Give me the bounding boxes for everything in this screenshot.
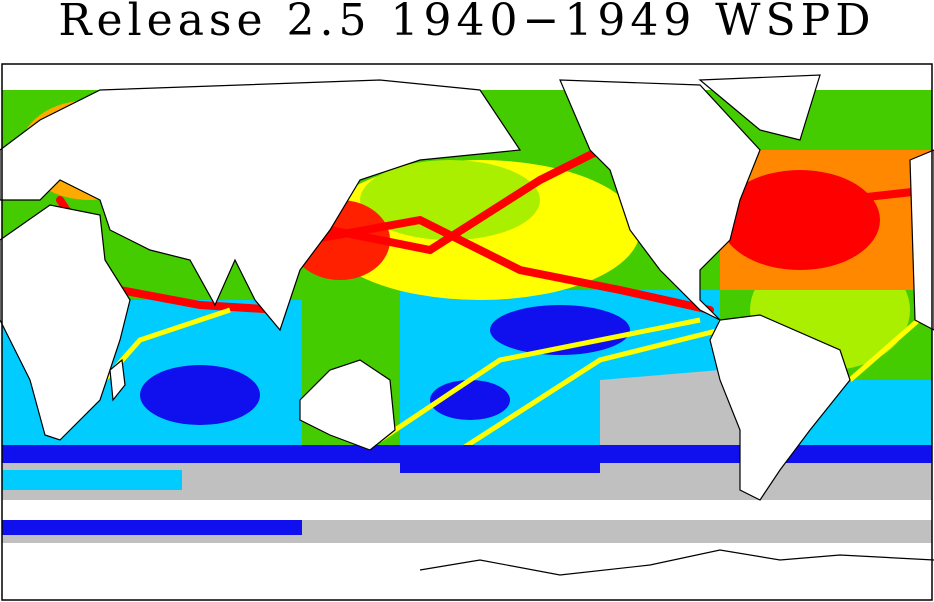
- ocean-cells: [400, 463, 600, 473]
- ocean-cells: [326, 146, 604, 255]
- map-title: Release 2.5 1940−1949 WSPD: [58, 0, 876, 46]
- land: [0, 204, 131, 441]
- ocean-cells: [458, 327, 721, 453]
- ocean-cells: [430, 380, 510, 420]
- land: [909, 149, 934, 331]
- land: [698, 74, 821, 141]
- land: [419, 549, 934, 576]
- map-frame: [1, 63, 933, 601]
- ocean-cells: [2, 500, 932, 520]
- land: [0, 79, 522, 332]
- ocean-cells: [848, 308, 932, 382]
- land: [559, 79, 761, 321]
- ocean-cells: [2, 470, 182, 490]
- ocean-cells: [736, 186, 932, 244]
- ocean-cells: [2, 543, 932, 600]
- ocean-cells: [2, 445, 932, 463]
- land: [0, 74, 934, 576]
- ocean-cells: [140, 365, 260, 425]
- ocean-cells: [2, 520, 302, 535]
- land: [299, 359, 396, 451]
- land: [109, 358, 126, 402]
- ocean-cells: [306, 215, 714, 314]
- ocean-cells: [378, 317, 701, 443]
- land: [709, 314, 851, 501]
